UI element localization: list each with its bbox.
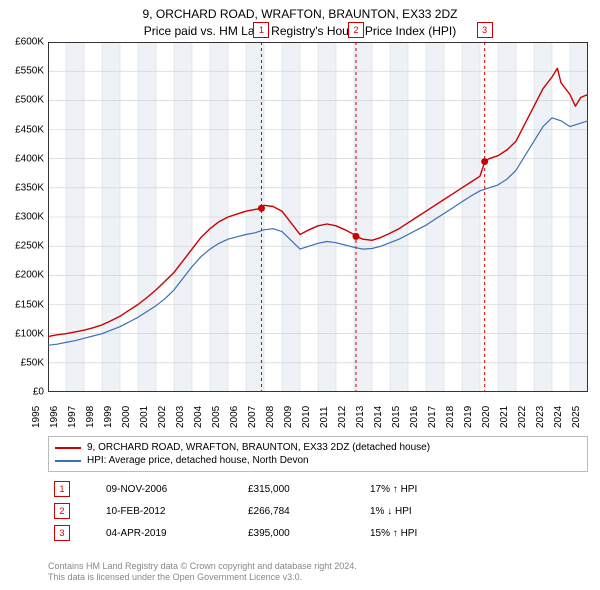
x-tick-label: 1996 xyxy=(49,406,60,428)
footer-line1: Contains HM Land Registry data © Crown c… xyxy=(48,561,588,573)
x-tick-label: 2011 xyxy=(319,406,330,428)
x-tick-label: 2005 xyxy=(211,406,222,428)
event-pct: 1% ↓ HPI xyxy=(364,500,588,522)
y-tick-label: £50K xyxy=(0,357,44,368)
event-date: 10-FEB-2012 xyxy=(100,500,242,522)
x-tick-label: 2014 xyxy=(373,406,384,428)
event-id-box: 3 xyxy=(54,525,70,541)
plot-area: £0£50K£100K£150K£200K£250K£300K£350K£400… xyxy=(48,42,588,392)
y-tick-label: £100K xyxy=(0,328,44,339)
event-pct: 15% ↑ HPI xyxy=(364,522,588,544)
legend-swatch-hpi xyxy=(55,460,81,462)
legend-label-property: 9, ORCHARD ROAD, WRAFTON, BRAUNTON, EX33… xyxy=(87,442,430,453)
x-tick-label: 2006 xyxy=(229,406,240,428)
x-tick-label: 2002 xyxy=(157,406,168,428)
x-tick-label: 2004 xyxy=(193,406,204,428)
chart-title: 9, ORCHARD ROAD, WRAFTON, BRAUNTON, EX33… xyxy=(0,0,600,40)
legend: 9, ORCHARD ROAD, WRAFTON, BRAUNTON, EX33… xyxy=(48,436,588,472)
event-date: 09-NOV-2006 xyxy=(100,478,242,500)
event-row: 2 10-FEB-2012£266,7841% ↓ HPI xyxy=(48,500,588,522)
x-tick-label: 2021 xyxy=(499,406,510,428)
footer: Contains HM Land Registry data © Crown c… xyxy=(48,561,588,584)
title-line1: 9, ORCHARD ROAD, WRAFTON, BRAUNTON, EX33… xyxy=(0,6,600,23)
x-tick-label: 2015 xyxy=(391,406,402,428)
event-price: £395,000 xyxy=(242,522,364,544)
event-date: 04-APR-2019 xyxy=(100,522,242,544)
x-tick-label: 2000 xyxy=(121,406,132,428)
y-tick-label: £400K xyxy=(0,153,44,164)
y-tick-label: £350K xyxy=(0,182,44,193)
x-tick-label: 2007 xyxy=(247,406,258,428)
y-tick-label: £0 xyxy=(0,387,44,398)
x-tick-label: 2009 xyxy=(283,406,294,428)
x-tick-label: 2020 xyxy=(481,406,492,428)
event-price: £315,000 xyxy=(242,478,364,500)
event-marker-3: 3 xyxy=(477,22,493,38)
y-tick-label: £150K xyxy=(0,299,44,310)
x-tick-label: 1995 xyxy=(31,406,42,428)
x-tick-label: 1998 xyxy=(85,406,96,428)
event-id-box: 1 xyxy=(54,481,70,497)
x-tick-label: 2025 xyxy=(571,406,582,428)
plot-svg xyxy=(48,42,588,392)
event-row: 1 09-NOV-2006£315,00017% ↑ HPI xyxy=(48,478,588,500)
title-line2: Price paid vs. HM Land Registry's House … xyxy=(0,23,600,40)
x-tick-label: 2001 xyxy=(139,406,150,428)
x-tick-label: 2024 xyxy=(553,406,564,428)
x-tick-label: 2018 xyxy=(445,406,456,428)
x-tick-label: 1997 xyxy=(67,406,78,428)
x-tick-label: 2008 xyxy=(265,406,276,428)
y-tick-label: £450K xyxy=(0,124,44,135)
event-row: 3 04-APR-2019£395,00015% ↑ HPI xyxy=(48,522,588,544)
x-tick-label: 2023 xyxy=(535,406,546,428)
y-tick-label: £300K xyxy=(0,212,44,223)
event-id-box: 2 xyxy=(54,503,70,519)
y-tick-label: £250K xyxy=(0,241,44,252)
x-tick-label: 2019 xyxy=(463,406,474,428)
y-tick-label: £600K xyxy=(0,37,44,48)
x-tick-label: 2013 xyxy=(355,406,366,428)
event-marker-1: 1 xyxy=(253,22,269,38)
x-tick-label: 2022 xyxy=(517,406,528,428)
x-tick-label: 2003 xyxy=(175,406,186,428)
event-marker-2: 2 xyxy=(348,22,364,38)
events-table: 1 09-NOV-2006£315,00017% ↑ HPI 2 10-FEB-201… xyxy=(48,478,588,544)
y-tick-label: £500K xyxy=(0,95,44,106)
footer-line2: This data is licensed under the Open Gov… xyxy=(48,572,588,584)
y-tick-label: £200K xyxy=(0,270,44,281)
event-price: £266,784 xyxy=(242,500,364,522)
legend-row-hpi: HPI: Average price, detached house, Nort… xyxy=(55,454,581,467)
x-tick-label: 1999 xyxy=(103,406,114,428)
chart-container: 9, ORCHARD ROAD, WRAFTON, BRAUNTON, EX33… xyxy=(0,0,600,590)
x-tick-label: 2012 xyxy=(337,406,348,428)
event-pct: 17% ↑ HPI xyxy=(364,478,588,500)
x-tick-label: 2016 xyxy=(409,406,420,428)
x-tick-label: 2010 xyxy=(301,406,312,428)
legend-swatch-property xyxy=(55,447,81,449)
legend-label-hpi: HPI: Average price, detached house, Nort… xyxy=(87,455,309,466)
legend-row-property: 9, ORCHARD ROAD, WRAFTON, BRAUNTON, EX33… xyxy=(55,441,581,454)
x-tick-label: 2017 xyxy=(427,406,438,428)
y-tick-label: £550K xyxy=(0,66,44,77)
